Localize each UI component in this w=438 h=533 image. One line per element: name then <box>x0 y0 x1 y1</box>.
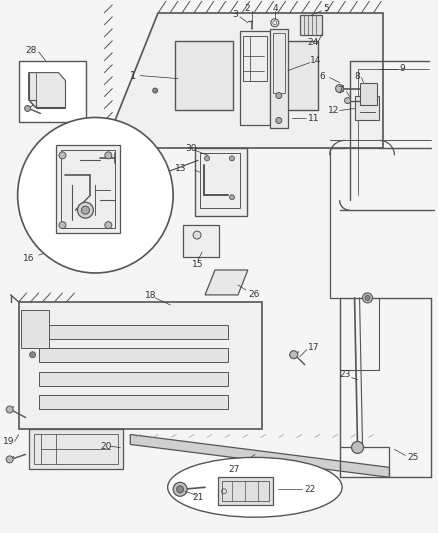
Circle shape <box>345 98 350 103</box>
Circle shape <box>276 93 282 99</box>
Polygon shape <box>130 434 389 478</box>
Circle shape <box>6 456 13 463</box>
Circle shape <box>363 293 372 303</box>
Bar <box>183 225 219 257</box>
Text: 3: 3 <box>232 10 238 19</box>
Bar <box>60 150 115 228</box>
Bar <box>300 15 321 35</box>
Text: 17: 17 <box>308 343 319 352</box>
Circle shape <box>18 117 173 273</box>
Circle shape <box>230 156 234 161</box>
Bar <box>39 372 228 385</box>
Bar <box>175 41 233 110</box>
Circle shape <box>59 222 66 229</box>
Text: 6: 6 <box>320 72 325 81</box>
Bar <box>222 481 269 501</box>
Circle shape <box>290 351 298 359</box>
Circle shape <box>193 231 201 239</box>
Circle shape <box>78 202 93 218</box>
Polygon shape <box>205 270 248 295</box>
Text: 4: 4 <box>273 4 279 13</box>
Text: 18: 18 <box>145 292 157 301</box>
Text: 30: 30 <box>185 144 197 153</box>
Bar <box>218 478 273 505</box>
Bar <box>355 95 379 120</box>
Text: 13: 13 <box>175 164 187 173</box>
Bar <box>21 310 49 348</box>
Bar <box>243 36 267 80</box>
Text: 19: 19 <box>3 437 14 446</box>
Circle shape <box>81 206 89 214</box>
Text: 15: 15 <box>192 260 204 269</box>
Bar <box>240 31 270 125</box>
Circle shape <box>336 85 343 93</box>
Text: 26: 26 <box>248 290 259 300</box>
Circle shape <box>177 486 184 493</box>
Bar <box>34 434 118 464</box>
Text: 7: 7 <box>338 86 343 95</box>
Bar <box>273 33 285 93</box>
Circle shape <box>352 441 364 454</box>
Bar <box>39 348 228 362</box>
Circle shape <box>105 222 112 229</box>
Bar <box>200 154 240 208</box>
Bar <box>39 394 228 409</box>
Text: 24: 24 <box>308 38 319 47</box>
Text: 14: 14 <box>310 56 321 65</box>
Text: 12: 12 <box>328 106 339 115</box>
Circle shape <box>153 88 158 93</box>
Text: 8: 8 <box>355 72 360 81</box>
Bar <box>28 430 124 470</box>
Circle shape <box>6 406 13 413</box>
Bar <box>19 61 86 123</box>
Circle shape <box>59 152 66 159</box>
Text: 22: 22 <box>305 485 316 494</box>
Circle shape <box>276 117 282 124</box>
Text: 16: 16 <box>23 254 34 263</box>
Polygon shape <box>104 13 384 148</box>
Circle shape <box>365 295 370 301</box>
Bar <box>195 148 247 216</box>
Circle shape <box>25 106 31 111</box>
Bar <box>39 325 228 339</box>
Text: 1: 1 <box>130 70 136 80</box>
Circle shape <box>105 152 112 159</box>
Circle shape <box>205 156 209 161</box>
Text: 25: 25 <box>407 453 419 462</box>
Text: 11: 11 <box>308 114 319 123</box>
Text: 20: 20 <box>100 442 112 451</box>
Polygon shape <box>19 302 262 430</box>
Bar <box>360 83 378 104</box>
Text: 23: 23 <box>339 370 351 379</box>
Text: 9: 9 <box>399 64 405 73</box>
Bar <box>270 29 288 128</box>
Text: 2: 2 <box>244 4 250 13</box>
Bar <box>56 146 120 233</box>
Text: 28: 28 <box>25 46 37 55</box>
Bar <box>260 41 318 110</box>
Polygon shape <box>28 72 66 108</box>
Text: 27: 27 <box>228 465 239 474</box>
Text: 21: 21 <box>192 493 204 502</box>
Ellipse shape <box>168 457 342 517</box>
Circle shape <box>173 482 187 496</box>
Circle shape <box>30 352 35 358</box>
Circle shape <box>230 195 234 200</box>
Text: 5: 5 <box>324 4 329 13</box>
